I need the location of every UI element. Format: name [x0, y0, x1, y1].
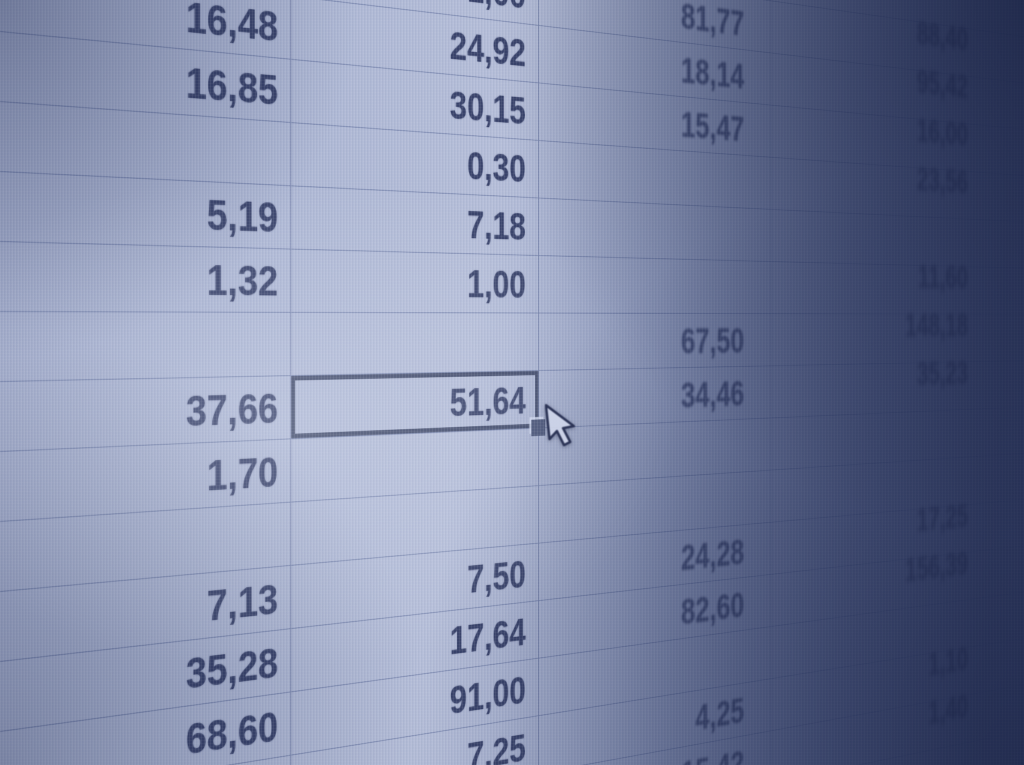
- cell[interactable]: [539, 198, 772, 262]
- cell[interactable]: [291, 312, 540, 376]
- cell[interactable]: [539, 255, 772, 314]
- cell[interactable]: 148,18: [771, 306, 1022, 366]
- cell[interactable]: 67,50: [539, 313, 772, 371]
- cell[interactable]: 1,32: [0, 242, 292, 312]
- cell[interactable]: 1,00: [291, 249, 540, 313]
- cell[interactable]: 11,60: [771, 258, 1022, 315]
- arrow-pointer-cursor-icon: [545, 404, 575, 447]
- cell[interactable]: 7,18: [291, 186, 540, 256]
- cell[interactable]: 5,19: [0, 172, 292, 249]
- cell[interactable]: [0, 312, 292, 381]
- selected-cell[interactable]: 51,64: [291, 370, 546, 439]
- fill-handle[interactable]: [531, 419, 546, 437]
- cell[interactable]: 37,66: [0, 376, 292, 451]
- selected-cell-value: 51,64: [449, 378, 526, 425]
